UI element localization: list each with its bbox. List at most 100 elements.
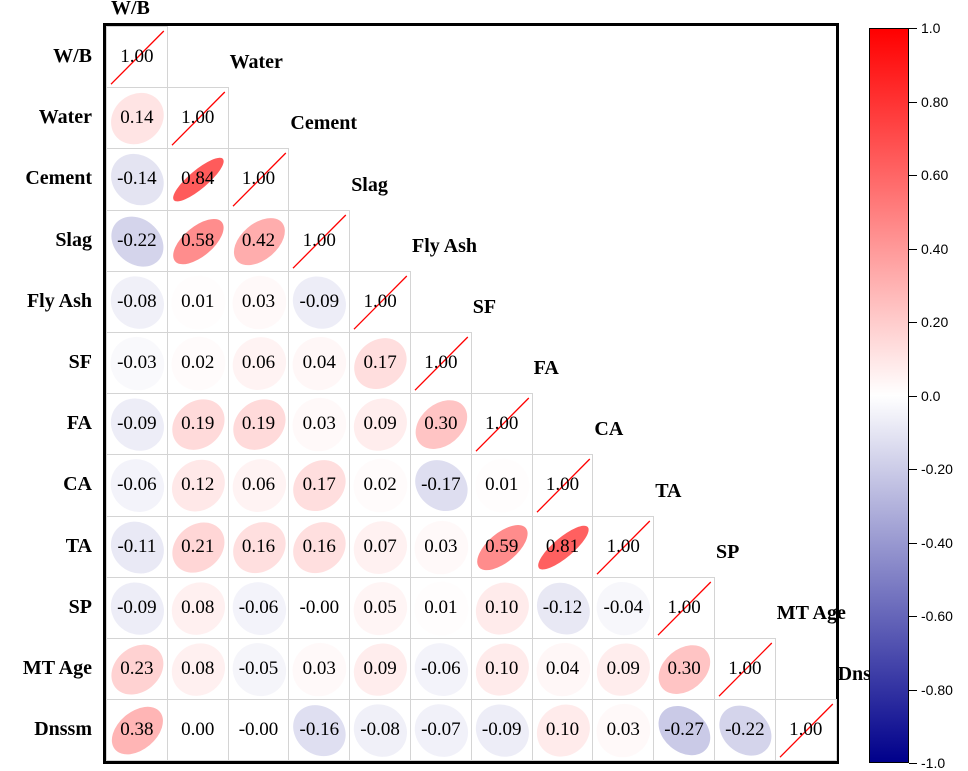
correlation-value: 0.21: [181, 535, 215, 557]
colorbar-tick-label: 0.0: [921, 387, 941, 404]
correlation-value: 0.03: [302, 658, 336, 680]
colorbar-tick: [909, 28, 917, 29]
correlation-ellipse-icon: [354, 338, 407, 390]
correlation-value: 0.19: [181, 413, 215, 435]
row-label: CA: [63, 473, 92, 496]
correlation-cell: 0.12: [166, 454, 229, 517]
correlation-value: 0.42: [241, 229, 276, 251]
column-label: Slag: [351, 173, 388, 196]
diagonal-cell: 1.00: [714, 638, 776, 701]
correlation-ellipse-icon: [110, 521, 164, 574]
correlation-ellipse-icon: [354, 643, 408, 696]
colorbar-tick-label: -1.0: [921, 755, 946, 771]
correlation-ellipse-icon: [475, 459, 530, 513]
column-label: SF: [472, 296, 497, 318]
correlation-ellipse-icon: [353, 581, 408, 635]
correlation-value: 0.03: [302, 413, 336, 435]
diagonal-cell: 1.00: [288, 209, 351, 272]
correlation-cell: -0.09: [106, 576, 168, 639]
correlation-ellipse-icon: [354, 398, 408, 451]
diagonal-cell: 1.00: [531, 454, 594, 517]
colorbar-tick: [909, 763, 917, 764]
correlation-cell: 0.16: [227, 515, 290, 578]
correlation-value: 0.16: [241, 535, 276, 557]
correlation-cell: 0.38: [106, 699, 168, 762]
row-label: Dnssm: [34, 718, 92, 741]
correlation-value: -0.12: [542, 596, 583, 618]
correlation-cell: -0.16: [288, 699, 351, 762]
correlation-cell: 0.59: [470, 515, 533, 578]
correlation-cell: 0.19: [227, 393, 290, 456]
diagonal-cell: 1.00: [470, 393, 533, 456]
correlation-value: 1.00: [120, 46, 154, 68]
correlation-ellipse-icon: [231, 703, 286, 758]
correlation-cell: -0.09: [288, 270, 351, 333]
correlation-ellipse-icon: [292, 642, 347, 697]
correlation-value: 0.12: [181, 474, 215, 496]
correlation-ellipse-icon: [596, 704, 651, 758]
correlation-value: 0.06: [241, 352, 276, 374]
correlation-cell: 0.16: [288, 515, 351, 578]
diagonal-line-icon: [596, 520, 651, 575]
correlation-ellipse-icon: [171, 336, 226, 391]
column-label: CA: [594, 418, 624, 441]
correlation-cell: -0.09: [106, 393, 168, 456]
correlation-cell: 0.06: [227, 332, 290, 395]
correlation-cell: -0.06: [227, 576, 290, 639]
diagonal-cell: 1.00: [410, 332, 472, 395]
correlation-value: 1.00: [241, 168, 276, 190]
correlation-cell: 0.42: [227, 209, 290, 272]
correlation-ellipse-icon: [536, 642, 590, 697]
correlation-ellipse-icon: [110, 459, 165, 513]
matrix-frame: [103, 23, 839, 764]
correlation-value: 0.23: [120, 658, 154, 680]
colorbar-tick: [909, 616, 917, 617]
correlation-value: 1.00: [424, 352, 458, 374]
correlation-cell: 0.21: [166, 515, 229, 578]
colorbar-tick-label: 0.60: [921, 167, 949, 183]
colorbar-tick: [909, 689, 917, 691]
correlation-cell: -0.05: [227, 638, 290, 701]
correlation-ellipse-icon: [171, 460, 225, 512]
correlation-value: -0.05: [238, 658, 279, 680]
correlation-cell: 0.09: [592, 638, 655, 701]
correlation-ellipse-icon: [475, 704, 529, 757]
correlation-ellipse-icon: [110, 582, 164, 635]
diagonal-line-icon: [536, 458, 590, 514]
correlation-value: 0.09: [363, 658, 397, 680]
correlation-value: -0.09: [117, 413, 157, 435]
correlation-value: 0.30: [424, 413, 458, 435]
correlation-cell: 0.01: [470, 454, 533, 517]
correlation-value: -0.00: [238, 719, 279, 741]
correlation-cell: 0.04: [531, 638, 594, 701]
correlation-value: 0.04: [545, 658, 580, 680]
correlation-ellipse-icon: [171, 643, 225, 696]
row-label: Slag: [55, 228, 92, 251]
correlation-cell: 0.04: [288, 332, 351, 395]
row-label: W/B: [53, 45, 92, 68]
column-label: SP: [716, 540, 740, 563]
diagonal-line-icon: [475, 397, 530, 452]
correlation-ellipse-icon: [414, 581, 469, 636]
correlation-value: 0.58: [181, 229, 215, 251]
correlation-cell: 0.01: [410, 576, 472, 639]
correlation-ellipse-icon: [111, 93, 164, 145]
correlation-cell: -0.06: [410, 638, 472, 701]
correlation-ellipse-icon: [232, 337, 286, 391]
correlation-ellipse-icon: [232, 275, 286, 330]
correlation-ellipse-icon: [475, 582, 529, 635]
correlation-cell: 0.58: [166, 209, 229, 272]
correlation-value: 1.00: [545, 474, 580, 496]
correlation-cell: 0.03: [288, 638, 351, 701]
correlation-ellipse-icon: [293, 460, 347, 512]
row-label: MT Age: [22, 657, 92, 680]
colorbar: [869, 28, 909, 763]
correlation-value: 0.10: [485, 658, 519, 680]
correlation-ellipse-icon: [292, 336, 347, 391]
correlation-ellipse-icon: [353, 520, 408, 574]
correlation-cell: -0.00: [288, 576, 351, 639]
colorbar-tick: [909, 469, 917, 470]
column-label: TA: [655, 479, 682, 502]
correlation-value: -0.09: [117, 596, 157, 618]
correlation-value: 1.00: [363, 290, 397, 312]
